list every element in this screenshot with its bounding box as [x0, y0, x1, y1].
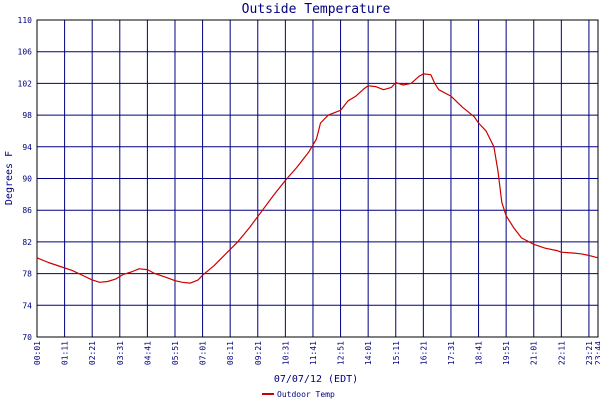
- y-tick-label: 70: [22, 333, 32, 342]
- x-tick-label: 01:11: [61, 341, 70, 365]
- x-tick-label: 05:51: [171, 341, 180, 365]
- y-tick-label: 74: [22, 301, 32, 310]
- y-tick-label: 110: [18, 16, 33, 25]
- x-axis-label: 07/07/12 (EDT): [274, 374, 358, 385]
- y-tick-label: 82: [22, 238, 32, 247]
- legend-label: Outdoor Temp: [277, 390, 335, 399]
- x-tick-label: 19:51: [502, 341, 511, 365]
- y-tick-label: 98: [22, 111, 32, 120]
- y-tick-label: 90: [22, 175, 32, 184]
- x-tick-label: 17:31: [447, 341, 456, 365]
- chart-title: Outside Temperature: [242, 2, 391, 17]
- x-tick-label: 14:01: [364, 341, 373, 365]
- series-layer: [36, 73, 599, 284]
- x-tick-label: 16:21: [419, 341, 428, 365]
- series-line-outdoor-temp: [36, 73, 599, 284]
- y-tick-label: 106: [18, 48, 33, 57]
- y-tick-labels: 70 74 78 82 86 90 94 98 102 106 110: [18, 16, 33, 342]
- x-tick-label: 02:21: [88, 341, 97, 365]
- x-tick-label: 23:44: [594, 341, 600, 365]
- x-tick-label: 22:11: [557, 341, 566, 365]
- x-tick-label: 21:01: [530, 341, 539, 365]
- y-tick-label: 102: [18, 79, 33, 88]
- grid: [36, 19, 599, 338]
- plot-frame: [36, 19, 599, 338]
- x-tick-label: 07:01: [199, 341, 208, 365]
- x-tick-label: 00:01: [33, 341, 42, 365]
- legend: Outdoor Temp: [262, 390, 335, 399]
- x-tick-label: 10:31: [281, 341, 290, 365]
- y-axis-label: Degrees F: [4, 151, 15, 205]
- x-tick-labels: 00:01 01:11 02:21 03:31 04:41 05:51 07:01 08:11…: [33, 341, 600, 365]
- x-tick-label: 15:11: [392, 341, 401, 365]
- x-tick-label: 18:41: [475, 341, 484, 365]
- y-tick-label: 78: [22, 270, 32, 279]
- x-tick-label: 04:41: [143, 341, 152, 365]
- x-tick-label: 23:21: [585, 341, 594, 365]
- x-tick-label: 12:51: [337, 341, 346, 365]
- x-tick-label: 09:21: [254, 341, 263, 365]
- x-tick-label: 11:41: [309, 341, 318, 365]
- y-tick-label: 94: [22, 143, 32, 152]
- x-tick-label: 03:31: [116, 341, 125, 365]
- y-tick-label: 86: [22, 206, 32, 215]
- x-tick-label: 08:11: [226, 341, 235, 365]
